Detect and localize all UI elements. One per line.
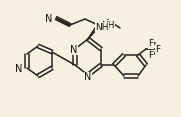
Text: F: F [148,51,153,60]
Text: N: N [15,64,22,74]
Text: N: N [70,45,78,55]
Text: N: N [45,14,52,24]
Text: F: F [155,46,160,55]
Text: NH: NH [95,22,109,31]
Text: F: F [148,40,153,49]
Text: N: N [84,72,92,82]
Text: NH: NH [101,20,115,29]
